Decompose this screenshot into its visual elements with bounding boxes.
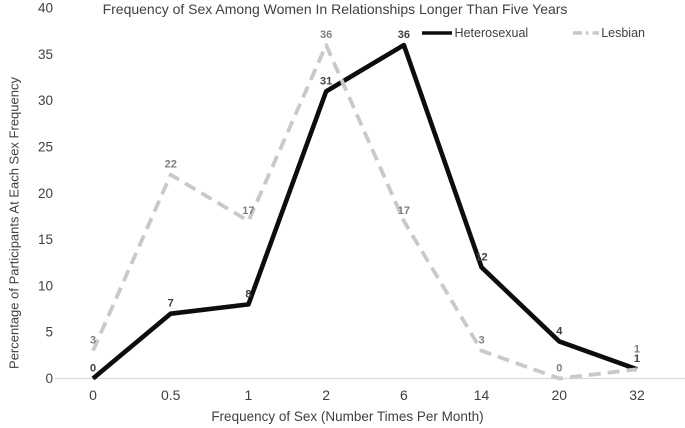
series-line-lesbian: [91, 43, 638, 381]
series-line-heterosexual: [91, 42, 638, 381]
data-label-lesbian: 36: [320, 29, 332, 41]
y-tick-label: 40: [38, 1, 53, 16]
data-label-lesbian: 22: [165, 159, 177, 171]
x-tick-label: 6: [400, 387, 408, 403]
x-tick-label: 1: [245, 387, 253, 403]
data-label-lesbian: 17: [242, 205, 254, 217]
legend-item-heterosexual: Heterosexual: [420, 26, 529, 40]
data-label-lesbian: 0: [556, 363, 562, 375]
x-tick-label: 14: [474, 387, 490, 403]
data-label-heterosexual: 8: [245, 288, 251, 300]
data-label-heterosexual: 12: [475, 251, 487, 263]
y-tick-label: 15: [38, 232, 53, 247]
x-tick-label: 0: [89, 387, 97, 403]
y-tick-label: 20: [38, 186, 53, 201]
x-tick-label: 20: [551, 387, 567, 403]
data-label-heterosexual: 36: [398, 29, 410, 41]
heterosexual-line-swatch: [421, 31, 452, 35]
data-label-heterosexual: 31: [320, 75, 332, 87]
data-label-lesbian: 3: [479, 335, 485, 347]
x-axis-title: Frequency of Sex (Number Times Per Month…: [211, 409, 484, 424]
data-label-heterosexual: 7: [168, 298, 174, 310]
y-tick-label: 25: [38, 139, 53, 154]
x-tick-label: 0.5: [161, 387, 181, 403]
data-label-lesbian: 17: [398, 205, 410, 217]
chart-title: Frequency of Sex Among Women In Relation…: [102, 1, 568, 17]
data-label-heterosexual: 1: [634, 353, 640, 365]
legend-item-lesbian: Lesbian: [572, 26, 645, 40]
x-tick-label: 32: [629, 387, 645, 403]
data-label-heterosexual: 0: [90, 363, 96, 375]
legend: Heterosexual Lesbian: [420, 26, 645, 40]
data-label-lesbian: 1: [634, 344, 640, 356]
legend-label-lesbian: Lesbian: [601, 26, 645, 40]
legend-label-heterosexual: Heterosexual: [454, 26, 529, 40]
data-label-lesbian: 3: [90, 335, 96, 347]
y-tick-label: 35: [38, 47, 53, 62]
data-label-heterosexual: 4: [556, 325, 563, 337]
y-tick-label: 10: [38, 278, 53, 293]
y-tick-label: 5: [45, 325, 53, 340]
y-tick-label: 0: [45, 371, 53, 386]
x-tick-label: 2: [322, 387, 330, 403]
lesbian-line-swatch: [573, 31, 600, 35]
y-tick-label: 30: [38, 93, 53, 108]
